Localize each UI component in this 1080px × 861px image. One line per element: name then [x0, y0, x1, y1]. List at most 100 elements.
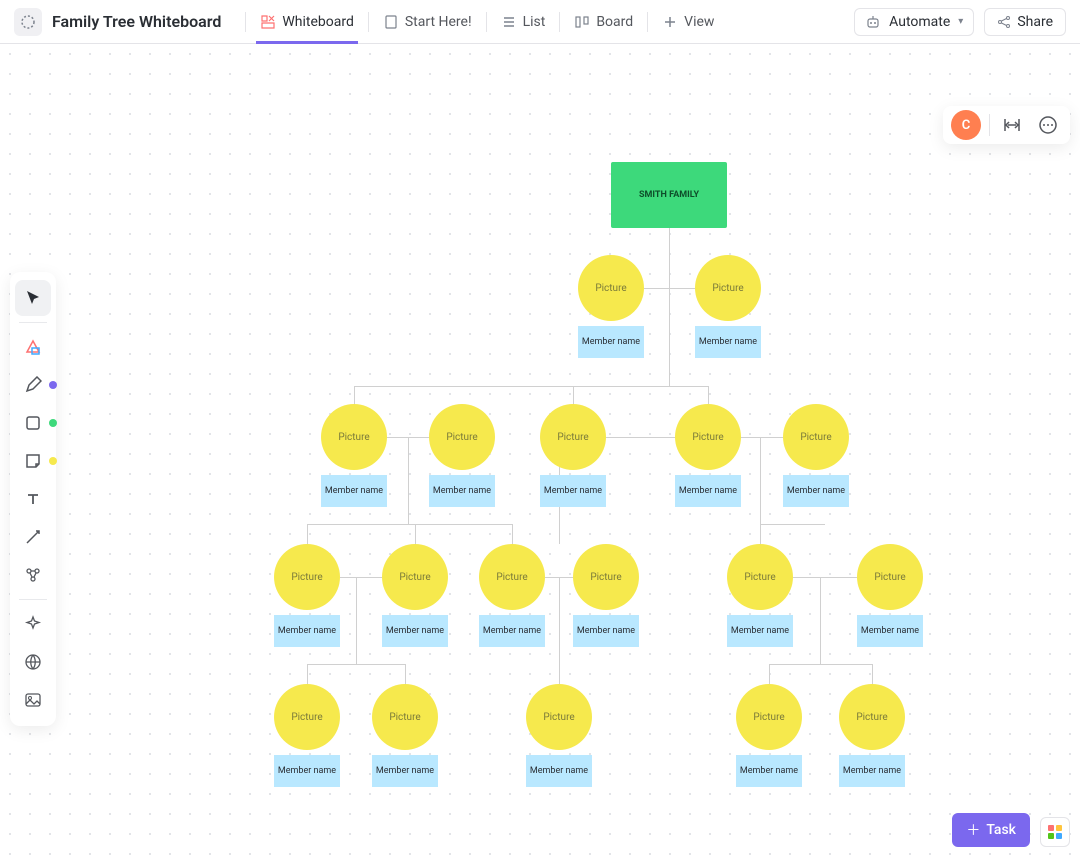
- chevron-down-icon: ▾: [958, 16, 963, 27]
- connector: [760, 437, 761, 544]
- tab-label: Board: [596, 14, 633, 30]
- apps-icon: [1048, 825, 1062, 839]
- picture-node[interactable]: Picture: [675, 404, 741, 470]
- connector: [820, 577, 821, 664]
- divider: [245, 12, 246, 32]
- apps-button[interactable]: [1040, 817, 1070, 847]
- whiteboard-icon: [260, 14, 276, 30]
- connector: [708, 386, 709, 404]
- member-name-box[interactable]: Member name: [839, 755, 905, 787]
- divider: [647, 12, 648, 32]
- robot-icon: [865, 14, 881, 30]
- member-name-box[interactable]: Member name: [675, 475, 741, 507]
- member-name-box[interactable]: Member name: [526, 755, 592, 787]
- tree-layer: SMITH FAMILY Picture Member name Picture Mem…: [0, 44, 1080, 861]
- connector: [408, 437, 409, 524]
- picture-node[interactable]: Picture: [372, 684, 438, 750]
- connector: [512, 524, 513, 544]
- tab-list[interactable]: List: [497, 0, 550, 43]
- share-icon: [997, 15, 1011, 29]
- connector: [415, 524, 416, 544]
- member-name-box[interactable]: Member name: [736, 755, 802, 787]
- picture-node[interactable]: Picture: [429, 404, 495, 470]
- connector: [356, 577, 357, 664]
- member-name-box[interactable]: Member name: [321, 475, 387, 507]
- connector: [793, 577, 857, 578]
- picture-node[interactable]: Picture: [578, 255, 644, 321]
- picture-node[interactable]: Picture: [274, 544, 340, 610]
- connector: [307, 524, 512, 525]
- member-name-box[interactable]: Member name: [479, 615, 545, 647]
- member-name-box[interactable]: Member name: [274, 615, 340, 647]
- picture-node[interactable]: Picture: [479, 544, 545, 610]
- doc-icon: [383, 14, 399, 30]
- connector: [307, 664, 405, 665]
- picture-node[interactable]: Picture: [526, 684, 592, 750]
- picture-node[interactable]: Picture: [274, 684, 340, 750]
- picture-node[interactable]: Picture: [736, 684, 802, 750]
- member-name-box[interactable]: Member name: [727, 615, 793, 647]
- connector: [354, 386, 355, 404]
- picture-node[interactable]: Picture: [783, 404, 849, 470]
- member-name-box[interactable]: Member name: [857, 615, 923, 647]
- automate-label: Automate: [889, 14, 950, 30]
- share-button[interactable]: Share: [984, 8, 1066, 36]
- connector: [354, 386, 708, 387]
- board-icon: [574, 14, 590, 30]
- plus-icon: ＋: [966, 820, 980, 840]
- tab-start-here[interactable]: Start Here!: [379, 0, 476, 43]
- automate-button[interactable]: Automate ▾: [854, 8, 974, 36]
- member-name-box[interactable]: Member name: [382, 615, 448, 647]
- member-name-box[interactable]: Member name: [783, 475, 849, 507]
- picture-node[interactable]: Picture: [839, 684, 905, 750]
- connector: [669, 288, 670, 386]
- connector: [559, 577, 560, 684]
- connector: [669, 228, 670, 288]
- tab-add-view[interactable]: View: [658, 0, 718, 43]
- connector: [307, 664, 308, 684]
- picture-node[interactable]: Picture: [382, 544, 448, 610]
- picture-node[interactable]: Picture: [540, 404, 606, 470]
- view-tabs: Whiteboard Start Here! List Board View: [235, 0, 718, 43]
- family-title[interactable]: SMITH FAMILY: [611, 162, 727, 228]
- tab-label: Whiteboard: [282, 14, 354, 30]
- list-icon: [501, 14, 517, 30]
- picture-node[interactable]: Picture: [695, 255, 761, 321]
- member-name-box[interactable]: Member name: [372, 755, 438, 787]
- share-label: Share: [1017, 14, 1053, 30]
- tab-label: View: [684, 14, 714, 30]
- connector: [769, 664, 872, 665]
- member-name-box[interactable]: Member name: [274, 755, 340, 787]
- member-name-box[interactable]: Member name: [695, 326, 761, 358]
- member-name-box[interactable]: Member name: [540, 475, 606, 507]
- connector: [741, 437, 783, 438]
- divider: [486, 12, 487, 32]
- board-type-icon[interactable]: [14, 8, 42, 36]
- right-controls: Automate ▾ Share: [854, 8, 1066, 36]
- picture-node[interactable]: Picture: [857, 544, 923, 610]
- divider: [559, 12, 560, 32]
- tab-label: List: [523, 14, 546, 30]
- picture-node[interactable]: Picture: [321, 404, 387, 470]
- top-bar: Family Tree Whiteboard Whiteboard Start …: [0, 0, 1080, 44]
- tab-label: Start Here!: [405, 14, 472, 30]
- member-name-box[interactable]: Member name: [429, 475, 495, 507]
- title-wrap: Family Tree Whiteboard: [14, 8, 221, 36]
- tab-whiteboard[interactable]: Whiteboard: [256, 0, 358, 43]
- task-label: Task: [986, 822, 1016, 838]
- tab-board[interactable]: Board: [570, 0, 637, 43]
- member-name-box[interactable]: Member name: [578, 326, 644, 358]
- connector: [760, 524, 825, 525]
- connector: [307, 524, 308, 544]
- page-title[interactable]: Family Tree Whiteboard: [52, 12, 221, 31]
- connector: [769, 664, 770, 684]
- member-name-box[interactable]: Member name: [573, 615, 639, 647]
- connector: [405, 664, 406, 684]
- canvas[interactable]: C SMITH FAMILYPictureMember namePictureM…: [0, 44, 1080, 861]
- connector: [340, 577, 382, 578]
- plus-icon: [662, 14, 678, 30]
- picture-node[interactable]: Picture: [727, 544, 793, 610]
- connector: [606, 437, 675, 438]
- picture-node[interactable]: Picture: [573, 544, 639, 610]
- task-button[interactable]: ＋ Task: [952, 813, 1030, 847]
